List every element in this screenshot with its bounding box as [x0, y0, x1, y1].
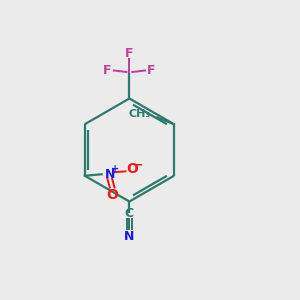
Text: F: F: [125, 47, 134, 60]
Text: O: O: [126, 162, 138, 176]
Text: N: N: [105, 168, 115, 181]
Text: −: −: [133, 159, 144, 172]
Text: +: +: [111, 164, 119, 174]
Text: O: O: [106, 188, 118, 202]
Text: N: N: [124, 230, 135, 243]
Text: CH₃: CH₃: [128, 109, 151, 119]
Text: F: F: [147, 64, 156, 77]
Text: C: C: [125, 207, 134, 220]
Text: F: F: [103, 64, 112, 77]
